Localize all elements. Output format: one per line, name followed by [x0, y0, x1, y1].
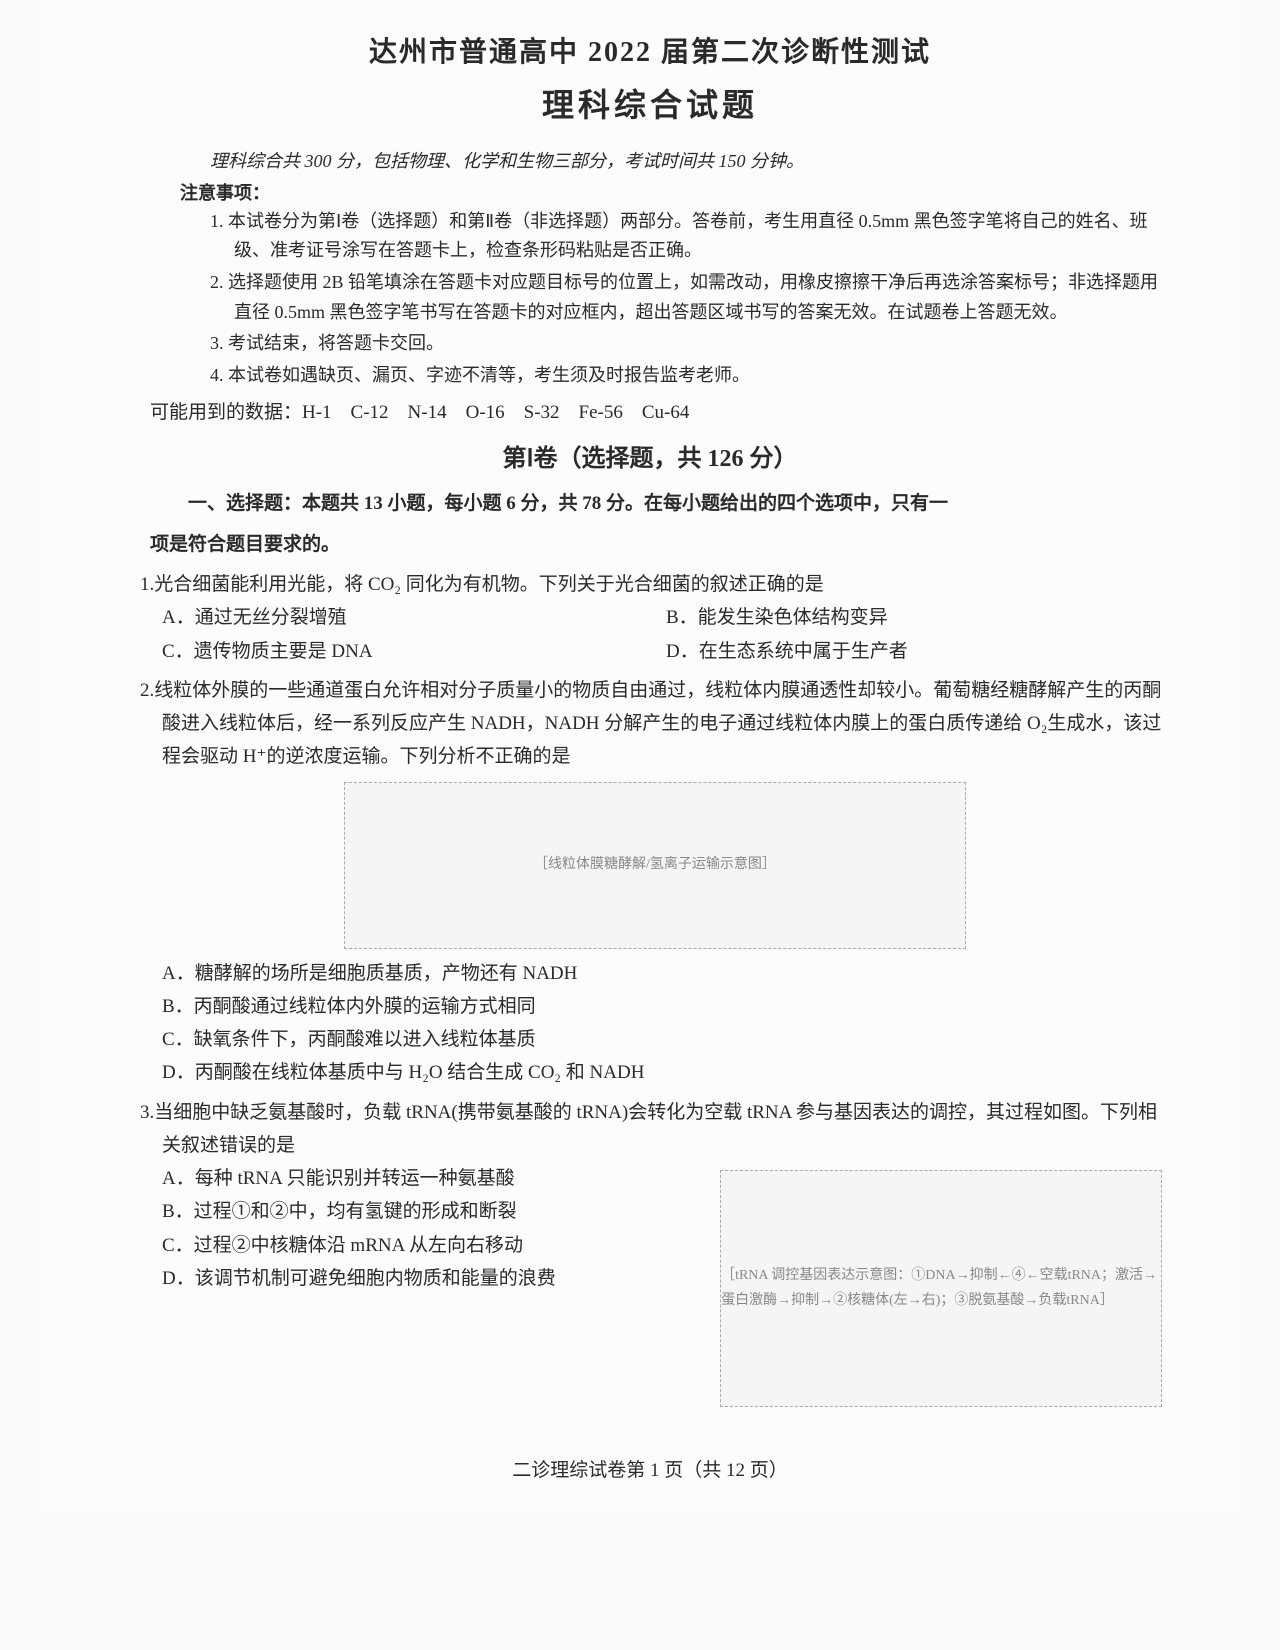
q2-option-b: B．丙酮酸通过线粒体内外膜的运输方式相同	[162, 990, 1170, 1023]
section-title: 第Ⅰ卷（选择题，共 126 分）	[130, 438, 1170, 473]
reference-data: 可能用到的数据：H-1 C-12 N-14 O-16 S-32 Fe-56 Cu…	[150, 397, 1170, 424]
q2-option-a: A．糖酵解的场所是细胞质基质，产物还有 NADH	[162, 957, 1170, 990]
q1-option-b: B．能发生染色体结构变异	[666, 601, 1170, 634]
notice-item: 2. 选择题使用 2B 铅笔填涂在答题卡对应题目标号的位置上，如需改动，用橡皮擦…	[210, 268, 1170, 327]
question-1: 1.光合细菌能利用光能，将 CO₂ 同化为有机物。下列关于光合细菌的叙述正确的是…	[140, 568, 1170, 668]
exam-intro: 理科综合共 300 分，包括物理、化学和生物三部分，考试时间共 150 分钟。	[210, 146, 1170, 177]
q1-option-c: C．遗传物质主要是 DNA	[162, 635, 666, 668]
notice-item: 1. 本试卷分为第Ⅰ卷（选择题）和第Ⅱ卷（非选择题）两部分。答卷前，考生用直径 …	[210, 207, 1170, 266]
exam-page: 达州市普通高中 2022 届第二次诊断性测试 理科综合试题 理科综合共 300 …	[40, 0, 1240, 1512]
sub-title: 理科综合试题	[130, 80, 1170, 126]
question-2: 2.线粒体外膜的一些通道蛋白允许相对分子质量小的物质自由通过，线粒体内膜通透性却…	[140, 674, 1170, 1090]
section-instructions-cont: 项是符合题目要求的。	[150, 529, 1170, 556]
notice-list: 1. 本试卷分为第Ⅰ卷（选择题）和第Ⅱ卷（非选择题）两部分。答卷前，考生用直径 …	[210, 207, 1170, 391]
q2-diagram: ［线粒体膜糖酵解/氢离子运输示意图］	[344, 782, 966, 949]
q3-option-d: D．该调节机制可避免细胞内物质和能量的浪费	[162, 1262, 696, 1295]
q3-option-a: A．每种 tRNA 只能识别并转运一种氨基酸	[162, 1162, 696, 1195]
section-instructions: 一、选择题：本题共 13 小题，每小题 6 分，共 78 分。在每小题给出的四个…	[150, 489, 1170, 519]
q2-stem: 2.线粒体外膜的一些通道蛋白允许相对分子质量小的物质自由通过，线粒体内膜通透性却…	[140, 674, 1170, 774]
q1-stem: 1.光合细菌能利用光能，将 CO₂ 同化为有机物。下列关于光合细菌的叙述正确的是	[140, 568, 1170, 601]
q2-option-d: D．丙酮酸在线粒体基质中与 H₂O 结合生成 CO₂ 和 NADH	[162, 1056, 1170, 1089]
notice-item: 4. 本试卷如遇缺页、漏页、字迹不清等，考生须及时报告监考老师。	[210, 361, 1170, 391]
notice-item: 3. 考试结束，将答题卡交回。	[210, 329, 1170, 359]
page-footer: 二诊理综试卷第 1 页（共 12 页）	[130, 1455, 1170, 1482]
q3-stem: 3.当细胞中缺乏氨基酸时，负载 tRNA(携带氨基酸的 tRNA)会转化为空载 …	[140, 1096, 1170, 1163]
q2-option-c: C．缺氧条件下，丙酮酸难以进入线粒体基质	[162, 1023, 1170, 1056]
q1-option-a: A．通过无丝分裂增殖	[162, 601, 666, 634]
q1-option-d: D．在生态系统中属于生产者	[666, 635, 1170, 668]
main-title: 达州市普通高中 2022 届第二次诊断性测试	[130, 30, 1170, 70]
notice-heading: 注意事项：	[180, 179, 1170, 205]
question-3: 3.当细胞中缺乏氨基酸时，负载 tRNA(携带氨基酸的 tRNA)会转化为空载 …	[140, 1096, 1170, 1416]
q3-diagram: ［tRNA 调控基因表达示意图：①DNA→抑制←④←空载tRNA；激活→蛋白激酶…	[720, 1170, 1162, 1407]
q3-option-c: C．过程②中核糖体沿 mRNA 从左向右移动	[162, 1229, 696, 1262]
q3-option-b: B．过程①和②中，均有氢键的形成和断裂	[162, 1195, 696, 1228]
